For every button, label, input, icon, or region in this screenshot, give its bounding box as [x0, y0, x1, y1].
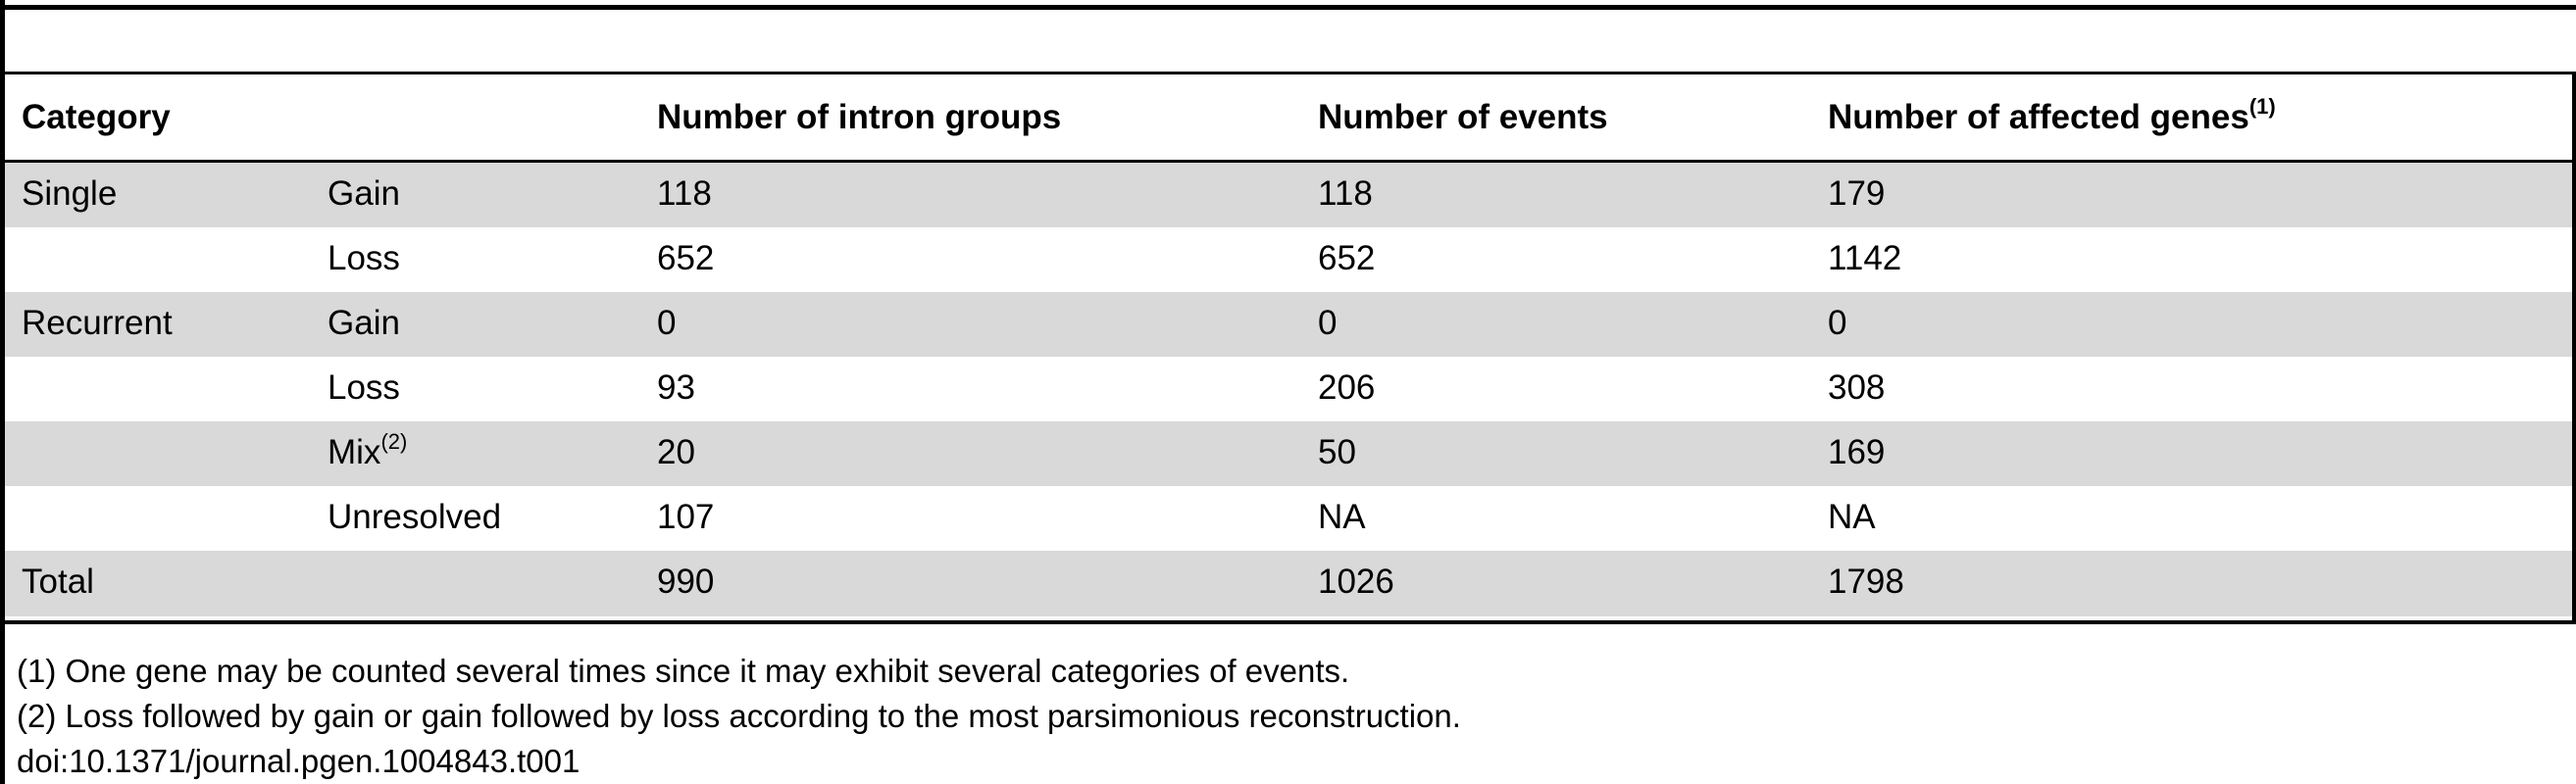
row-intron-groups: 107	[657, 498, 715, 536]
row-type: Mix(2)	[328, 431, 407, 474]
header-top-rule	[5, 72, 2576, 74]
total-events: 1026	[1318, 563, 1394, 601]
table-row: Loss 93 206 308	[5, 357, 2572, 421]
header-category: Category	[22, 98, 171, 136]
row-category: Recurrent	[22, 304, 173, 342]
table-footnotes: (1) One gene may be counted several time…	[17, 649, 2556, 784]
table-row: Recurrent Gain 0 0 0	[5, 292, 2572, 357]
doi-link[interactable]: doi:10.1371/journal.pgen.1004843.t001	[17, 743, 581, 779]
row-type: Loss	[328, 239, 400, 277]
row-affected-genes: 1142	[1828, 239, 1902, 277]
right-border-rule	[2572, 72, 2576, 624]
top-border-rule	[5, 5, 2576, 10]
row-intron-groups: 0	[657, 304, 677, 342]
row-affected-genes: 179	[1828, 174, 1886, 213]
row-type: Gain	[328, 174, 400, 213]
total-category: Total	[22, 563, 94, 601]
table-total-row: Total 990 1026 1798	[5, 551, 2572, 616]
header-bottom-rule	[5, 160, 2576, 163]
row-events: 652	[1318, 239, 1376, 277]
header-intron-groups: Number of intron groups	[657, 98, 1062, 136]
header-affected-genes-footnote-marker: (1)	[2248, 94, 2276, 119]
table-row: Mix(2) 20 50 169	[5, 421, 2572, 486]
header-affected-genes-label: Number of affected genes	[1828, 98, 2249, 136]
row-type: Gain	[328, 304, 400, 342]
left-border-rule	[0, 0, 5, 784]
table-body: Single Gain 118 118 179 Loss 652 652 114…	[5, 163, 2572, 616]
row-intron-groups: 20	[657, 433, 695, 471]
table-row: Single Gain 118 118 179	[5, 163, 2572, 227]
total-intron-groups: 990	[657, 563, 715, 601]
row-affected-genes: 169	[1828, 433, 1886, 471]
row-events: NA	[1318, 498, 1366, 536]
row-intron-groups: 118	[657, 174, 712, 213]
footnote-2: (2) Loss followed by gain or gain follow…	[17, 698, 1461, 734]
row-affected-genes: 308	[1828, 368, 1886, 407]
table-bottom-rule	[5, 620, 2576, 624]
row-events: 118	[1318, 174, 1373, 213]
row-category: Single	[22, 174, 118, 213]
total-affected-genes: 1798	[1828, 563, 1904, 601]
row-affected-genes: 0	[1828, 304, 1847, 342]
row-type-footnote-marker: (2)	[380, 429, 408, 454]
row-events: 50	[1318, 433, 1356, 471]
row-affected-genes: NA	[1828, 498, 1876, 536]
row-intron-groups: 652	[657, 239, 715, 277]
table-header-row: Category Number of intron groups Number …	[5, 74, 2572, 160]
row-intron-groups: 93	[657, 368, 695, 407]
row-events: 206	[1318, 368, 1376, 407]
table-row: Unresolved 107 NA NA	[5, 486, 2572, 551]
table-row: Loss 652 652 1142	[5, 227, 2572, 292]
footnote-1: (1) One gene may be counted several time…	[17, 653, 1350, 689]
row-type-label: Mix	[328, 433, 381, 471]
header-events: Number of events	[1318, 98, 1608, 136]
row-events: 0	[1318, 304, 1338, 342]
row-type: Unresolved	[328, 498, 502, 536]
header-affected-genes: Number of affected genes(1)	[1828, 96, 2276, 139]
row-type: Loss	[328, 368, 400, 407]
